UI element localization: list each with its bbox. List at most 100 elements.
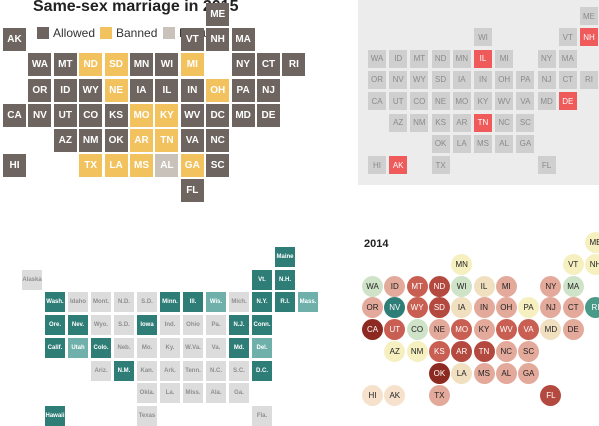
- state-circle-ct: CT: [562, 297, 584, 319]
- state-tile-conn-25: Conn.: [252, 315, 272, 336]
- state-tile-idaho-5: Idaho: [68, 292, 88, 313]
- state-tile-wy: WY: [410, 70, 429, 89]
- state-circle-in: IN: [473, 297, 495, 319]
- state-tile-de: DE: [257, 103, 280, 127]
- state-tile-d-c-43: D.C.: [252, 360, 272, 381]
- state-tile-la: LA: [104, 154, 128, 178]
- state-tile-ca: CA: [3, 103, 26, 127]
- legend-swatch-banned: [100, 27, 112, 39]
- state-circle-nv: NV: [384, 297, 406, 319]
- state-tile-kan-38: Kan.: [137, 360, 157, 381]
- state-tile-miss-46: Miss.: [183, 383, 203, 404]
- state-circle-oh: OH: [495, 297, 517, 319]
- state-circle-la: LA: [451, 362, 473, 384]
- state-tile-wi: WI: [155, 53, 179, 77]
- state-tile-al: AL: [495, 134, 514, 153]
- state-circle-mt: MT: [406, 275, 428, 297]
- chart-title: 2014: [364, 238, 389, 250]
- state-tile-hi: HI: [3, 154, 26, 178]
- state-tile-ariz-36: Ariz.: [91, 360, 111, 381]
- state-circle-ia: IA: [451, 297, 473, 319]
- state-tile-md: MD: [231, 103, 255, 127]
- state-tile-n-j-24: N.J.: [229, 315, 249, 336]
- state-tile-il: IL: [474, 49, 492, 68]
- state-tile-wa: WA: [28, 53, 52, 77]
- state-tile-ny: NY: [537, 49, 556, 68]
- state-tile-mt: MT: [410, 49, 429, 68]
- legend-label-banned: Banned: [116, 26, 158, 40]
- state-tile-colo-28: Colo.: [91, 337, 111, 358]
- state-tile-pa-23: Pa.: [206, 315, 226, 336]
- state-tile-ct: CT: [558, 70, 577, 89]
- state-tile-ut: UT: [53, 103, 77, 127]
- state-tile-tn: TN: [155, 129, 179, 152]
- state-tile-texas-50: Texas: [137, 405, 157, 426]
- state-circle-sd: SD: [428, 297, 450, 319]
- state-tile-ms: MS: [474, 134, 492, 153]
- state-tile-ind-21: Ind.: [160, 315, 180, 336]
- state-tile-dc: DC: [206, 103, 230, 127]
- state-tile-hawaii-49: Hawaii: [45, 405, 65, 426]
- state-circle-ne: NE: [428, 319, 450, 341]
- state-tile-del-35: Del.: [252, 337, 272, 358]
- state-tile-ct: CT: [257, 53, 280, 77]
- state-tile-ak: AK: [3, 28, 26, 52]
- state-circle-tx: TX: [428, 384, 450, 406]
- state-tile-az: AZ: [53, 129, 77, 152]
- state-circle-nh: NH: [585, 253, 599, 275]
- state-tile-la-45: La.: [160, 383, 180, 404]
- state-tile-mn: MN: [130, 53, 153, 77]
- state-circle-de: DE: [562, 319, 584, 341]
- state-tile-minn-9: Minn.: [160, 292, 180, 313]
- state-tile-ma: MA: [231, 28, 255, 52]
- state-circle-mi: MI: [495, 275, 517, 297]
- state-tile-n-m-37: N.M.: [114, 360, 134, 381]
- state-tile-ms: MS: [130, 154, 153, 178]
- state-circle-fl: FL: [540, 384, 562, 406]
- state-tile-nj: NJ: [537, 70, 556, 89]
- state-tile-ok: OK: [104, 129, 128, 152]
- state-tile-nj: NJ: [257, 78, 280, 102]
- state-circle-ca: CA: [362, 319, 383, 341]
- state-circle-ny: NY: [540, 275, 562, 297]
- state-tile-ks: KS: [104, 103, 128, 127]
- state-tile-or: OR: [368, 70, 386, 89]
- state-circle-wy: WY: [406, 297, 428, 319]
- legend-item-banned: Banned: [100, 26, 157, 40]
- state-tile-neb-29: Neb.: [114, 337, 134, 358]
- state-tile-fl: FL: [180, 179, 204, 203]
- state-circle-nd: ND: [428, 275, 450, 297]
- state-tile-ne: NE: [104, 78, 128, 102]
- state-tile-vt-2: Vt.: [252, 269, 272, 290]
- state-tile-ky: KY: [474, 92, 492, 111]
- legend-label-allowed: Allowed: [53, 26, 96, 40]
- state-tile-va: VA: [180, 129, 204, 152]
- state-tile-ut: UT: [389, 92, 408, 111]
- state-tile-ill-10: Ill.: [183, 292, 203, 313]
- state-tile-ark-39: Ark.: [160, 360, 180, 381]
- state-tile-ok: OK: [431, 134, 450, 153]
- state-tile-nm: NM: [79, 129, 103, 152]
- state-tile-nv: NV: [389, 70, 408, 89]
- state-tile-mo-30: Mo.: [137, 337, 157, 358]
- state-tile-mi: MI: [495, 49, 514, 68]
- state-tile-wyo-18: Wyo.: [91, 315, 111, 336]
- state-tile-in: IN: [180, 78, 204, 102]
- state-tile-pa: PA: [516, 70, 535, 89]
- state-tile-ga: GA: [180, 154, 204, 178]
- state-circle-vt: VT: [562, 253, 584, 275]
- state-tile-mass-15: Mass.: [298, 292, 318, 313]
- state-tile-tx: TX: [79, 154, 103, 178]
- state-tile-ky: KY: [155, 103, 179, 127]
- state-tile-tn: TN: [474, 113, 492, 132]
- tile-map-2015-panel: Same-sex marriage in 2015 Allowed Banned…: [0, 0, 306, 213]
- legend-item-allowed: Allowed: [37, 26, 95, 40]
- state-circle-wa: WA: [362, 275, 383, 297]
- state-tile-nh: NH: [580, 28, 598, 47]
- state-tile-n-y-13: N.Y.: [252, 292, 272, 313]
- state-tile-nm: NM: [410, 113, 429, 132]
- state-tile-de: DE: [558, 92, 577, 111]
- state-tile-il: IL: [155, 78, 179, 102]
- state-tile-nv: NV: [28, 103, 52, 127]
- state-tile-va: VA: [516, 92, 535, 111]
